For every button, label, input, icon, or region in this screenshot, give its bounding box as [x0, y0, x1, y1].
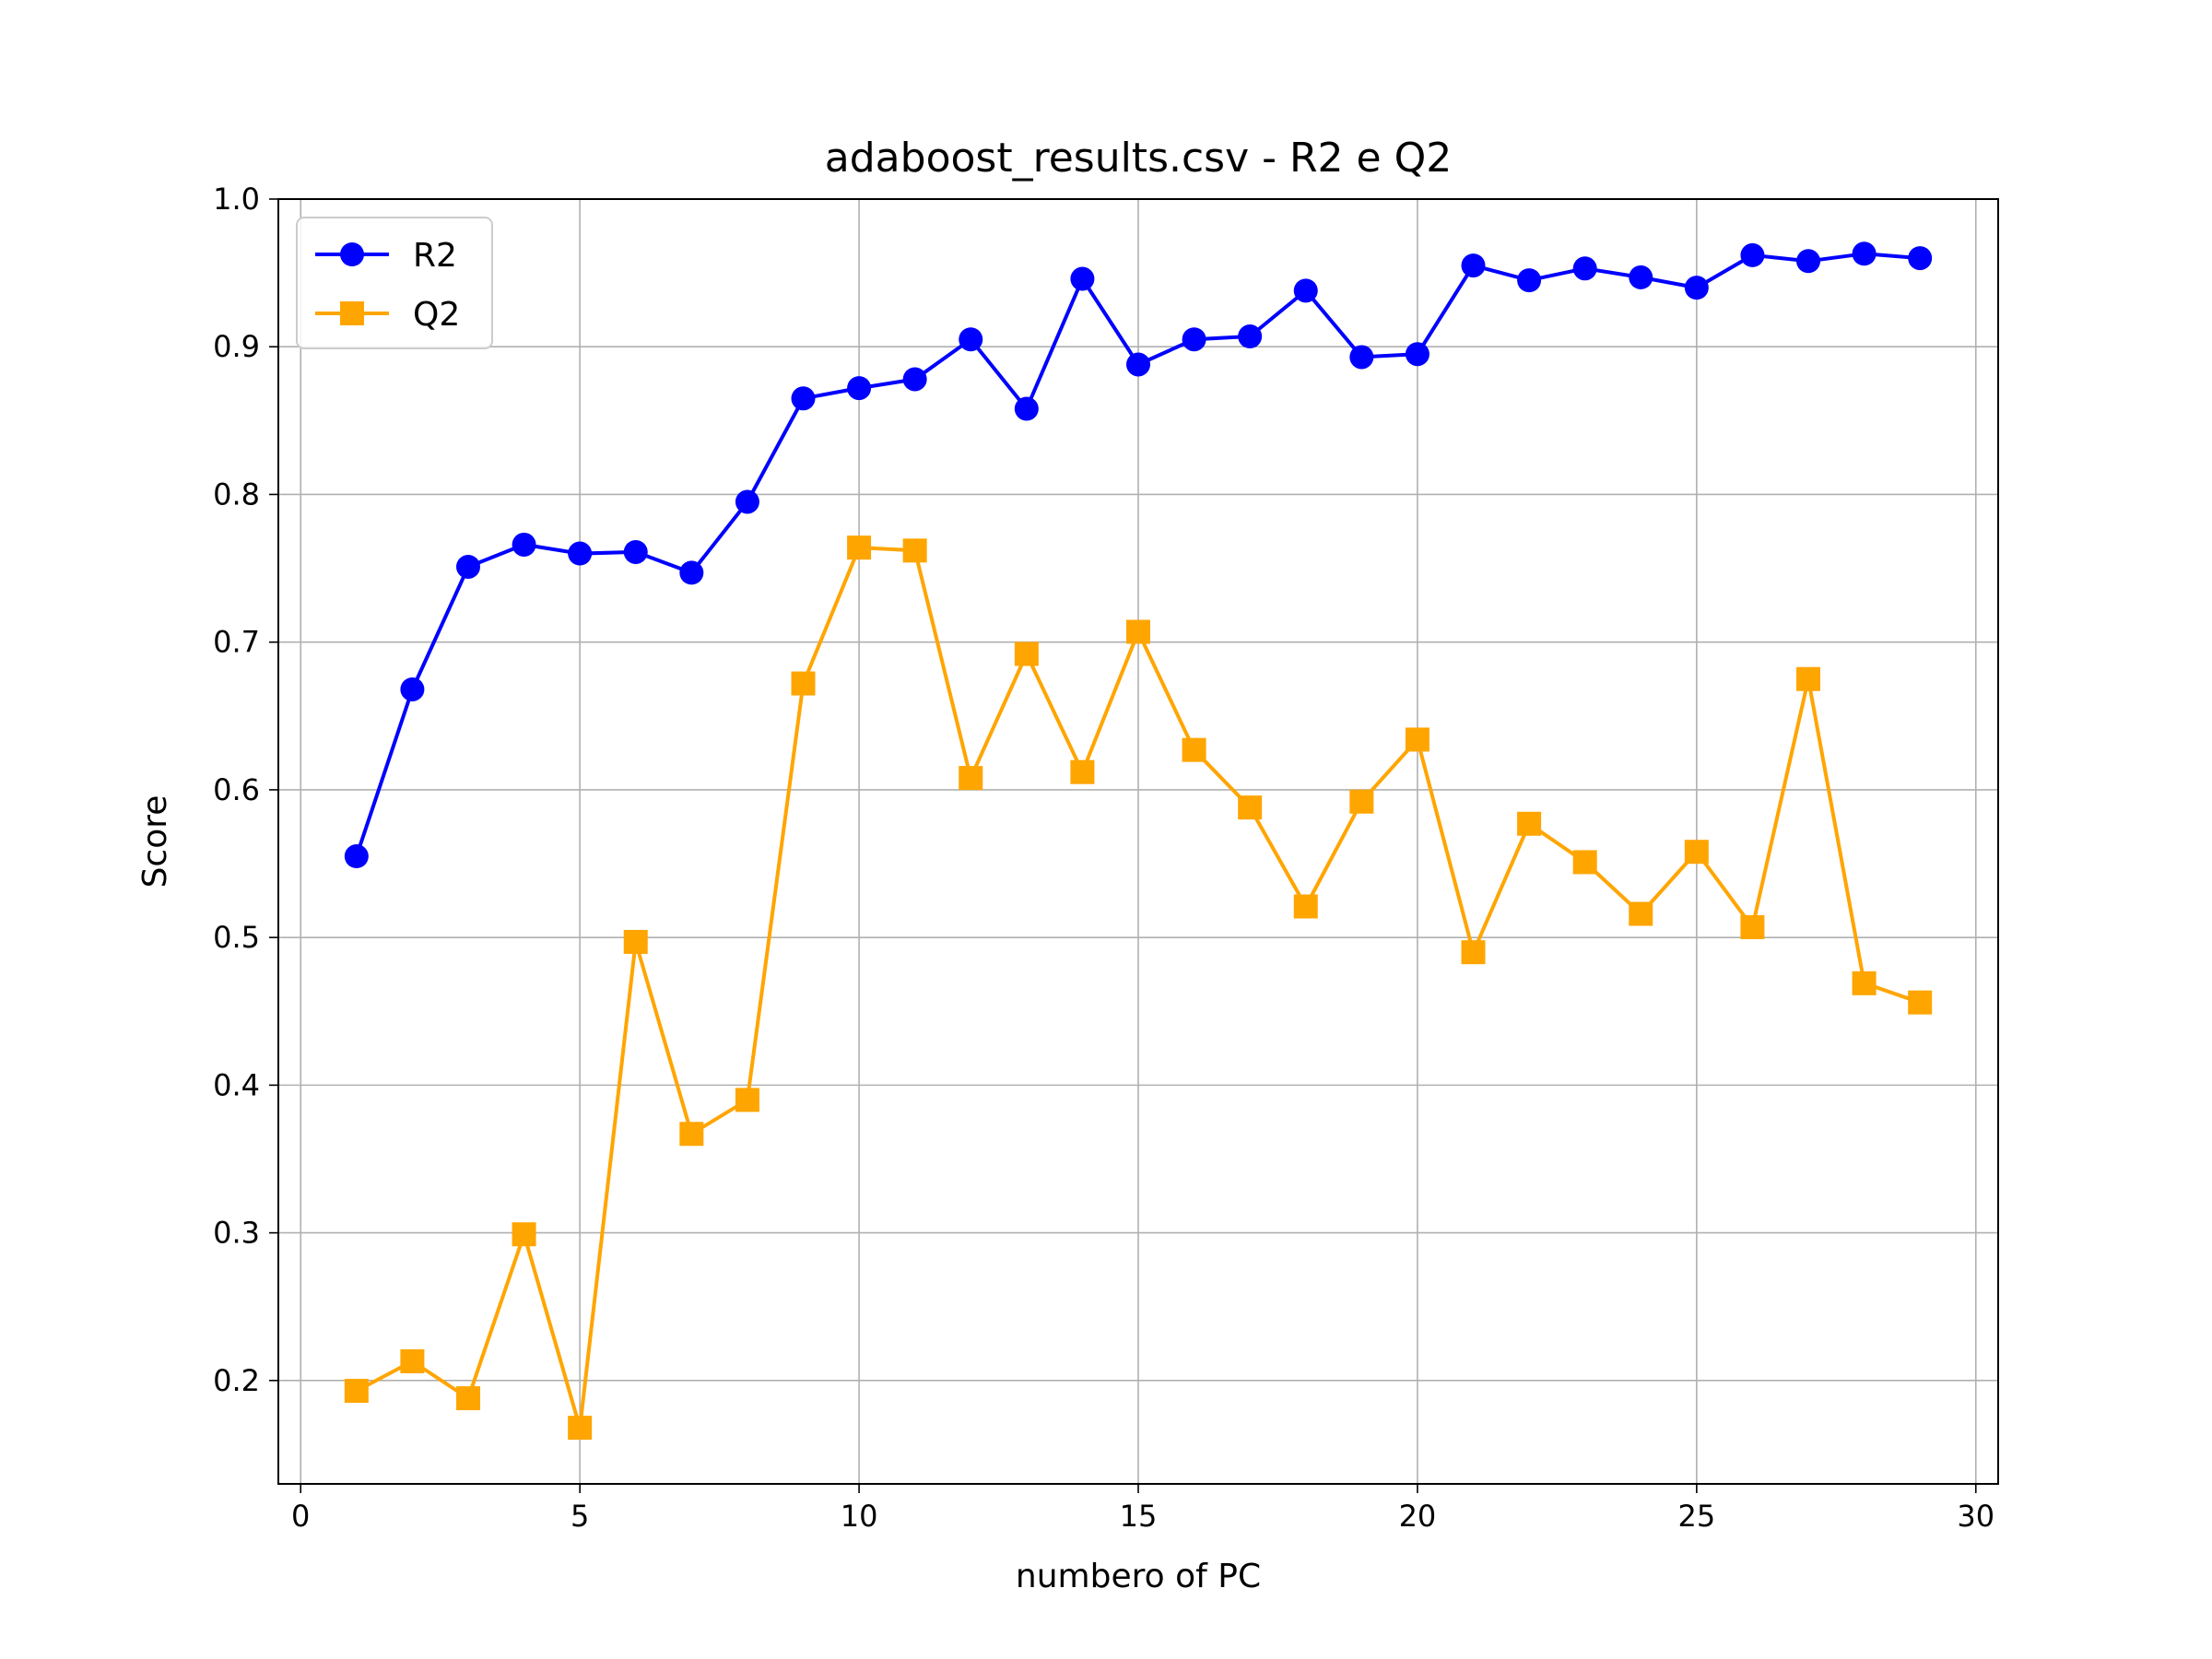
data-point-r2	[1126, 352, 1150, 377]
data-point-r2	[735, 489, 759, 514]
data-point-q2	[1852, 971, 1877, 995]
data-point-r2	[1293, 278, 1318, 303]
legend: R2 Q2	[296, 217, 493, 349]
data-point-q2	[1684, 840, 1709, 865]
x-tick-label: 15	[1120, 1499, 1158, 1534]
data-point-r2	[1852, 241, 1877, 266]
data-point-q2	[1070, 759, 1095, 784]
legend-label-r2: R2	[413, 237, 457, 275]
data-point-q2	[455, 1386, 480, 1411]
data-point-q2	[1796, 666, 1821, 691]
x-tick-label: 30	[1957, 1499, 1994, 1534]
data-point-r2	[344, 844, 369, 869]
y-tick-label: 0.4	[213, 1067, 260, 1102]
data-point-r2	[1740, 242, 1765, 267]
y-axis-label: Score	[136, 795, 174, 888]
y-tick-label: 0.3	[213, 1216, 260, 1251]
data-point-r2	[400, 677, 425, 701]
data-point-q2	[1405, 727, 1430, 752]
x-tick-label: 25	[1677, 1499, 1715, 1534]
data-point-q2	[1740, 914, 1765, 939]
data-point-r2	[568, 541, 593, 566]
data-point-q2	[847, 535, 872, 560]
data-point-q2	[679, 1122, 704, 1147]
y-tick-label: 0.2	[213, 1363, 260, 1398]
data-point-q2	[1126, 619, 1150, 644]
data-point-q2	[344, 1379, 369, 1404]
data-point-q2	[1182, 737, 1206, 762]
x-tick-label: 5	[571, 1499, 589, 1534]
y-tick-label: 0.9	[213, 329, 260, 364]
data-point-r2	[1349, 345, 1374, 370]
series-layer	[344, 241, 1933, 1441]
data-point-r2	[1238, 324, 1263, 349]
legend-marker-r2	[340, 242, 364, 266]
data-point-r2	[679, 560, 704, 585]
data-point-q2	[735, 1088, 759, 1112]
data-point-q2	[400, 1349, 425, 1374]
data-point-r2	[1684, 276, 1709, 300]
data-point-r2	[1461, 253, 1486, 278]
x-tick-label: 0	[291, 1499, 310, 1534]
data-point-q2	[1461, 940, 1486, 965]
data-point-r2	[455, 554, 480, 579]
data-point-r2	[1796, 249, 1821, 274]
data-point-q2	[1238, 795, 1263, 820]
data-point-r2	[512, 532, 536, 557]
data-point-r2	[1517, 268, 1542, 293]
data-point-q2	[1293, 894, 1318, 919]
x-tick-label: 10	[841, 1499, 878, 1534]
data-point-q2	[568, 1416, 593, 1441]
data-point-r2	[1070, 266, 1095, 291]
data-point-q2	[1629, 901, 1653, 926]
x-tick-label: 20	[1399, 1499, 1437, 1534]
x-axis-label: numbero of PC	[1016, 1558, 1261, 1595]
data-point-q2	[512, 1222, 536, 1247]
data-point-r2	[1014, 396, 1039, 421]
chart-title: adaboost_results.csv - R2 e Q2	[825, 135, 1452, 182]
data-point-q2	[959, 766, 983, 791]
data-point-q2	[1908, 990, 1933, 1015]
data-point-q2	[902, 538, 927, 563]
data-point-q2	[791, 671, 816, 696]
data-point-q2	[1349, 789, 1374, 814]
data-point-r2	[1572, 256, 1597, 281]
legend-label-q2: Q2	[413, 296, 460, 334]
data-point-r2	[1629, 265, 1653, 289]
data-point-q2	[1572, 850, 1597, 875]
axis-ticks: 0 5 10 15 20 25 30 0.2 0.3 0.4 0.5 0.6 0.7 0.8 0.9 1.0	[213, 182, 1994, 1534]
y-tick-label: 0.7	[213, 625, 260, 660]
data-point-q2	[623, 929, 648, 954]
data-point-q2	[1014, 641, 1039, 666]
legend-marker-q2	[340, 301, 364, 325]
y-tick-label: 0.8	[213, 477, 260, 512]
legend-box	[296, 217, 493, 349]
data-point-r2	[1182, 327, 1206, 352]
data-point-q2	[1517, 811, 1542, 836]
data-point-r2	[959, 327, 983, 352]
y-tick-label: 0.6	[213, 772, 260, 807]
data-point-r2	[623, 539, 648, 564]
y-tick-label: 0.5	[213, 920, 260, 955]
data-point-r2	[1405, 342, 1430, 367]
data-point-r2	[847, 376, 872, 401]
data-point-r2	[791, 386, 816, 411]
data-point-r2	[902, 367, 927, 392]
y-tick-label: 1.0	[213, 182, 260, 217]
data-point-r2	[1908, 246, 1933, 271]
